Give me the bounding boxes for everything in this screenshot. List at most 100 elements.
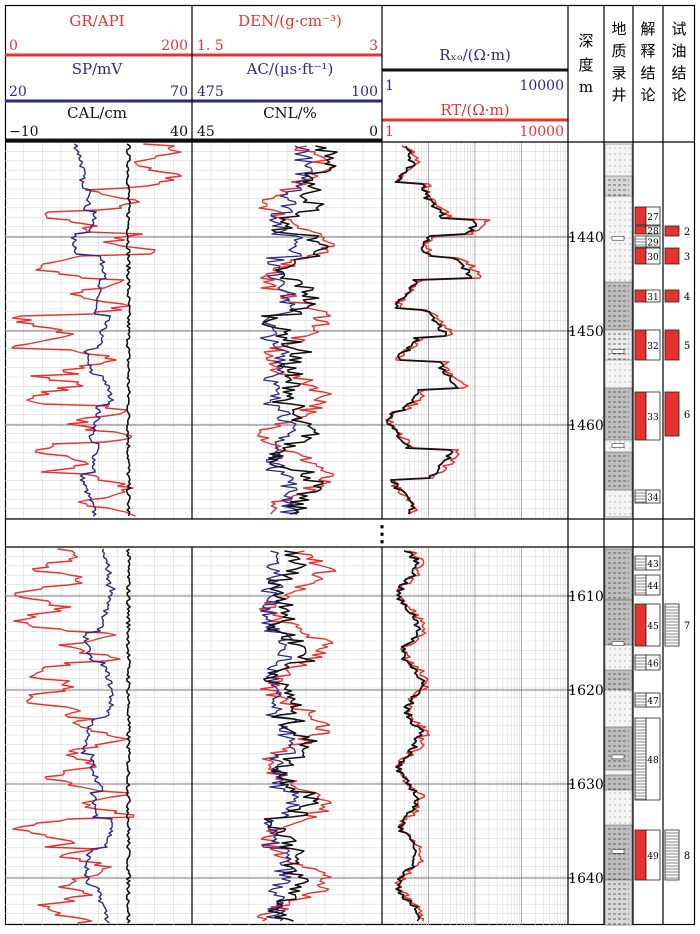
lith-dot: [619, 207, 621, 209]
lith-dot: [619, 513, 621, 515]
test-label-1: 试: [671, 20, 686, 38]
lith-dot: [614, 255, 616, 257]
lith-dot: [619, 507, 621, 509]
lith-dot: [614, 243, 616, 245]
lith-dot: [629, 153, 631, 155]
lith-dot: [629, 375, 631, 377]
lith-dot: [614, 369, 616, 371]
lith-dot: [619, 375, 621, 377]
log-header: GR/API 0 200 SP/mV 20 70 CAL/cm −10 40 D…: [5, 12, 687, 142]
lith-block: [604, 669, 633, 691]
lith-dot: [614, 165, 616, 167]
lith-dot: [619, 369, 621, 371]
interp-layer-label: 34: [647, 494, 659, 504]
lith-dot: [619, 261, 621, 263]
lith-dot: [619, 213, 621, 215]
lith-marker: [611, 641, 625, 646]
interp-layer-bar: [634, 225, 647, 235]
lith-dot: [624, 702, 626, 704]
lith-dot: [629, 279, 631, 281]
test-layer-label: 6: [684, 410, 690, 421]
ac-min: 475: [197, 84, 224, 100]
interp-label-box: [645, 489, 661, 504]
test-layer-label: 4: [684, 292, 690, 303]
interp-label-box: [645, 603, 661, 647]
lith-dot: [614, 147, 616, 149]
lith-dot: [629, 213, 631, 215]
ac-max: 100: [351, 84, 378, 100]
rt-curve: [394, 550, 431, 922]
interp-label-box: [645, 717, 661, 801]
lith-marker: [611, 443, 625, 448]
interp-label-box: [645, 654, 661, 671]
lith-dot: [629, 201, 631, 203]
lith-dot: [609, 708, 611, 710]
interp-label-box: [645, 289, 661, 303]
lith-dot: [609, 207, 611, 209]
lith-dot: [614, 702, 616, 704]
lith-dot: [629, 369, 631, 371]
interp-layer-label: 44: [647, 582, 659, 592]
lith-dot: [614, 708, 616, 710]
lith-dot: [629, 171, 631, 173]
lith-dot: [619, 666, 621, 668]
depth-tick-label: 1610: [568, 589, 604, 605]
lith-dot: [609, 159, 611, 161]
lith-dot: [619, 702, 621, 704]
lith-dot: [624, 249, 626, 251]
lith-dot: [609, 375, 611, 377]
lith-dot: [609, 501, 611, 503]
lith-dot: [629, 810, 631, 812]
interp-layer-label: 47: [647, 697, 659, 707]
lith-dot: [629, 255, 631, 257]
lith-dot: [614, 810, 616, 812]
depth-label-2: 度: [578, 56, 593, 74]
rxo-curve: [386, 145, 478, 515]
cnl-max: 0: [369, 124, 378, 140]
lith-dot: [624, 369, 626, 371]
lith-dot: [624, 654, 626, 656]
lith-dot: [609, 213, 611, 215]
ac-label: AC/(μs·ft⁻¹): [246, 60, 334, 78]
lith-marker: [611, 235, 625, 241]
lith-dot: [624, 279, 626, 281]
test-layer-bar: [664, 247, 680, 265]
depth-tick-label: 1450: [568, 324, 604, 340]
depth-tick-label: 1620: [568, 683, 604, 699]
lith-dot: [624, 225, 626, 227]
lith-dot: [609, 261, 611, 263]
lith-dot: [609, 507, 611, 509]
cnl-min: 45: [197, 124, 215, 140]
lith-dot: [629, 273, 631, 275]
lith-dot: [619, 798, 621, 800]
lith-dot: [629, 501, 631, 503]
test-layer-label: 8: [684, 851, 690, 862]
interp-layer-label: 45: [647, 622, 659, 632]
interp-label-box: [645, 247, 661, 265]
lith-dot: [614, 375, 616, 377]
interp-layer-bar: [634, 247, 647, 265]
lith-dot: [614, 267, 616, 269]
lith-dot: [619, 363, 621, 365]
lith-dot: [619, 816, 621, 818]
lith-dot: [614, 513, 616, 515]
lith-dot: [609, 441, 611, 443]
lith-dot: [614, 792, 616, 794]
lith-block: [604, 175, 633, 197]
interp-layer-label: 32: [647, 342, 658, 352]
lith-dot: [609, 720, 611, 722]
test-layer-label: 5: [684, 341, 690, 352]
lith-dot: [609, 714, 611, 716]
lith-dot: [614, 720, 616, 722]
lith-dot: [624, 171, 626, 173]
lith-dot: [629, 237, 631, 239]
lith-dot: [619, 501, 621, 503]
lith-dot: [624, 447, 626, 449]
lith-dot: [609, 666, 611, 668]
cal-label: CAL/cm: [67, 104, 127, 122]
interp-label-box: [645, 574, 661, 596]
lith-dot: [624, 720, 626, 722]
interp-label-4: 论: [640, 86, 655, 104]
lith-dot: [619, 648, 621, 650]
lith-dot: [619, 219, 621, 221]
